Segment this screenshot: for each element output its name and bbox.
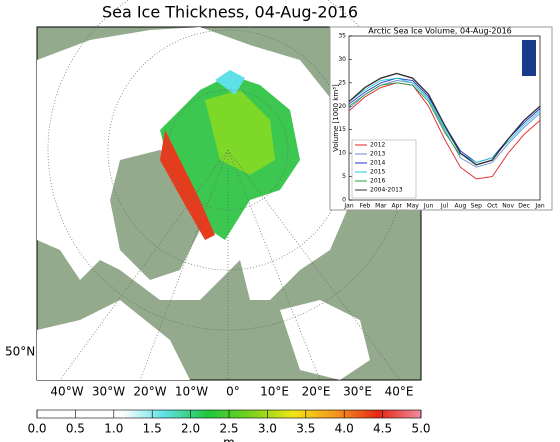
line [348, 72, 541, 166]
legend-label: 2012 [370, 142, 385, 149]
x-tick-label: May [406, 203, 419, 210]
x-tick-label: Dec [518, 203, 530, 210]
colorbar-tick-label: 2.5 [219, 422, 238, 436]
logo [522, 40, 536, 76]
x-tick-label: Sep [471, 203, 483, 210]
colorbar-tick-label: 0.0 [27, 422, 46, 436]
colorbar-tick-label: 3.0 [258, 422, 277, 436]
lon-label: 40°W [50, 385, 83, 399]
colorbar-tick-label: 4.0 [335, 422, 354, 436]
x-tick-label: Apr [392, 203, 403, 210]
line [348, 82, 541, 180]
x-tick-label: Jul [440, 203, 449, 210]
y-tick-label: 10 [338, 150, 346, 157]
colorbar-unit: m [223, 436, 235, 442]
x-tick-label: Mar [375, 203, 387, 210]
lon-label: 20°E [302, 385, 331, 399]
chart-title: Arctic Sea Ice Volume, 04-Aug-2016 [368, 27, 512, 36]
legend-label: 2004-2013 [370, 187, 403, 194]
x-tick-label: Oct [487, 203, 498, 210]
colorbar-tick-label: 1.5 [143, 422, 162, 436]
x-tick-label: Aug [455, 203, 467, 210]
x-tick-label: Nov [502, 203, 514, 210]
y-tick-label: 0 [342, 197, 346, 204]
y-tick-label: 30 [338, 56, 346, 63]
legend-label: 2015 [370, 169, 385, 176]
y-tick-label: 5 [342, 173, 346, 180]
y-tick-label: 15 [338, 126, 346, 133]
colorbar-tick-label: 3.5 [296, 422, 315, 436]
lon-label: 0° [226, 385, 240, 399]
x-tick-label: Jan [534, 203, 544, 210]
atlantic [37, 300, 190, 380]
plot-area [348, 35, 541, 201]
colorbar-tick-label: 1.0 [104, 422, 123, 436]
ice [160, 130, 215, 240]
line [348, 77, 541, 164]
ice [205, 90, 275, 175]
lon-label: 30°W [92, 385, 125, 399]
legend-label: 2016 [370, 178, 385, 185]
y-tick-label: 35 [338, 33, 346, 40]
x-tick-label: Jun [423, 203, 434, 210]
x-tick-label: Feb [360, 203, 371, 210]
colorbar-tick-label: 0.5 [66, 422, 85, 436]
legend [351, 139, 417, 199]
line [348, 82, 461, 156]
colorbar-tick-label: 5.0 [411, 422, 430, 436]
legend-label: 2014 [370, 160, 385, 167]
lon-label: 10°W [175, 385, 208, 399]
lon-label: 20°W [133, 385, 166, 399]
y-axis-label: Volume [1000 km³] [332, 84, 340, 152]
lon-label: 30°E [343, 385, 372, 399]
y-tick-label: 20 [338, 103, 346, 110]
colorbar-tick-label: 2.0 [181, 422, 200, 436]
x-tick-label: Jan [343, 203, 353, 210]
lat-label: 50°N [5, 345, 35, 359]
lon-label: 40°E [385, 385, 414, 399]
lon-label: 10°E [260, 385, 289, 399]
y-tick-label: 25 [338, 79, 346, 86]
baltic [280, 300, 370, 380]
colorbar-tick-label: 4.5 [373, 422, 392, 436]
legend-label: 2013 [370, 151, 385, 158]
title: Sea Ice Thickness, 04-Aug-2016 [102, 3, 358, 22]
ice [215, 70, 245, 95]
